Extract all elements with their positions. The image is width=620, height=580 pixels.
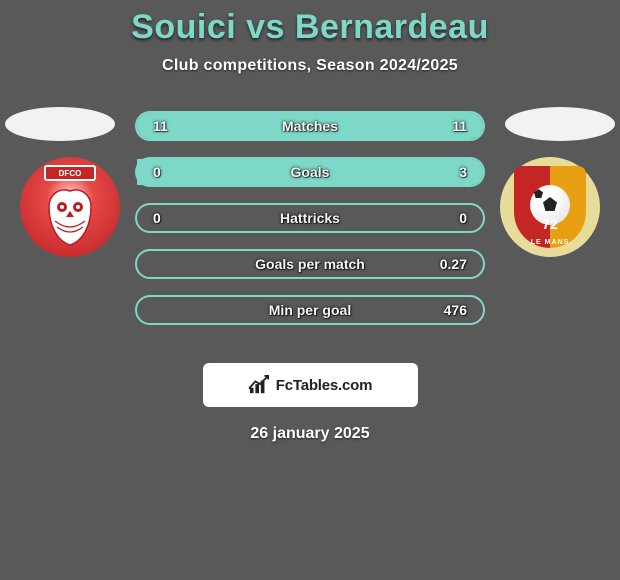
owl-icon bbox=[43, 185, 97, 247]
club-crest-right: 72 LE MANS bbox=[500, 157, 600, 257]
stat-row: 0 Goals 3 bbox=[135, 157, 485, 187]
stat-value-right: 3 bbox=[459, 164, 467, 180]
stat-row: 0 Hattricks 0 bbox=[135, 203, 485, 233]
bar-chart-icon bbox=[248, 375, 270, 395]
stat-label: Matches bbox=[137, 118, 483, 134]
page-title: Souici vs Bernardeau bbox=[0, 8, 620, 47]
stat-value-right: 476 bbox=[444, 302, 467, 318]
stat-value-right: 0 bbox=[459, 210, 467, 226]
stat-label: Goals per match bbox=[137, 256, 483, 272]
stat-row: Goals per match 0.27 bbox=[135, 249, 485, 279]
club-code-left: DFCO bbox=[44, 165, 96, 181]
stat-row: Min per goal 476 bbox=[135, 295, 485, 325]
club-code-right: LE MANS bbox=[514, 239, 586, 246]
attribution-badge[interactable]: FcTables.com bbox=[203, 363, 418, 407]
comparison-card: Souici vs Bernardeau Club competitions, … bbox=[0, 0, 620, 580]
stat-label: Goals bbox=[137, 164, 483, 180]
lemans-shield: 72 LE MANS bbox=[514, 166, 586, 248]
stat-value-right: 0.27 bbox=[440, 256, 467, 272]
stat-label: Hattricks bbox=[137, 210, 483, 226]
player-photo-left bbox=[5, 107, 115, 141]
stat-label: Min per goal bbox=[137, 302, 483, 318]
attribution-text: FcTables.com bbox=[276, 377, 373, 394]
season-subtitle: Club competitions, Season 2024/2025 bbox=[0, 57, 620, 75]
stat-row: 11 Matches 11 bbox=[135, 111, 485, 141]
player-photo-right bbox=[505, 107, 615, 141]
club-crest-left: DFCO bbox=[20, 157, 120, 257]
badge-number: 72 bbox=[542, 216, 558, 232]
snapshot-date: 26 january 2025 bbox=[0, 425, 620, 443]
stats-bars: 11 Matches 11 0 Goals 3 0 Hattricks 0 bbox=[135, 111, 485, 341]
stat-value-right: 11 bbox=[452, 118, 467, 134]
comparison-content: DFCO 72 LE MANS bbox=[0, 105, 620, 335]
